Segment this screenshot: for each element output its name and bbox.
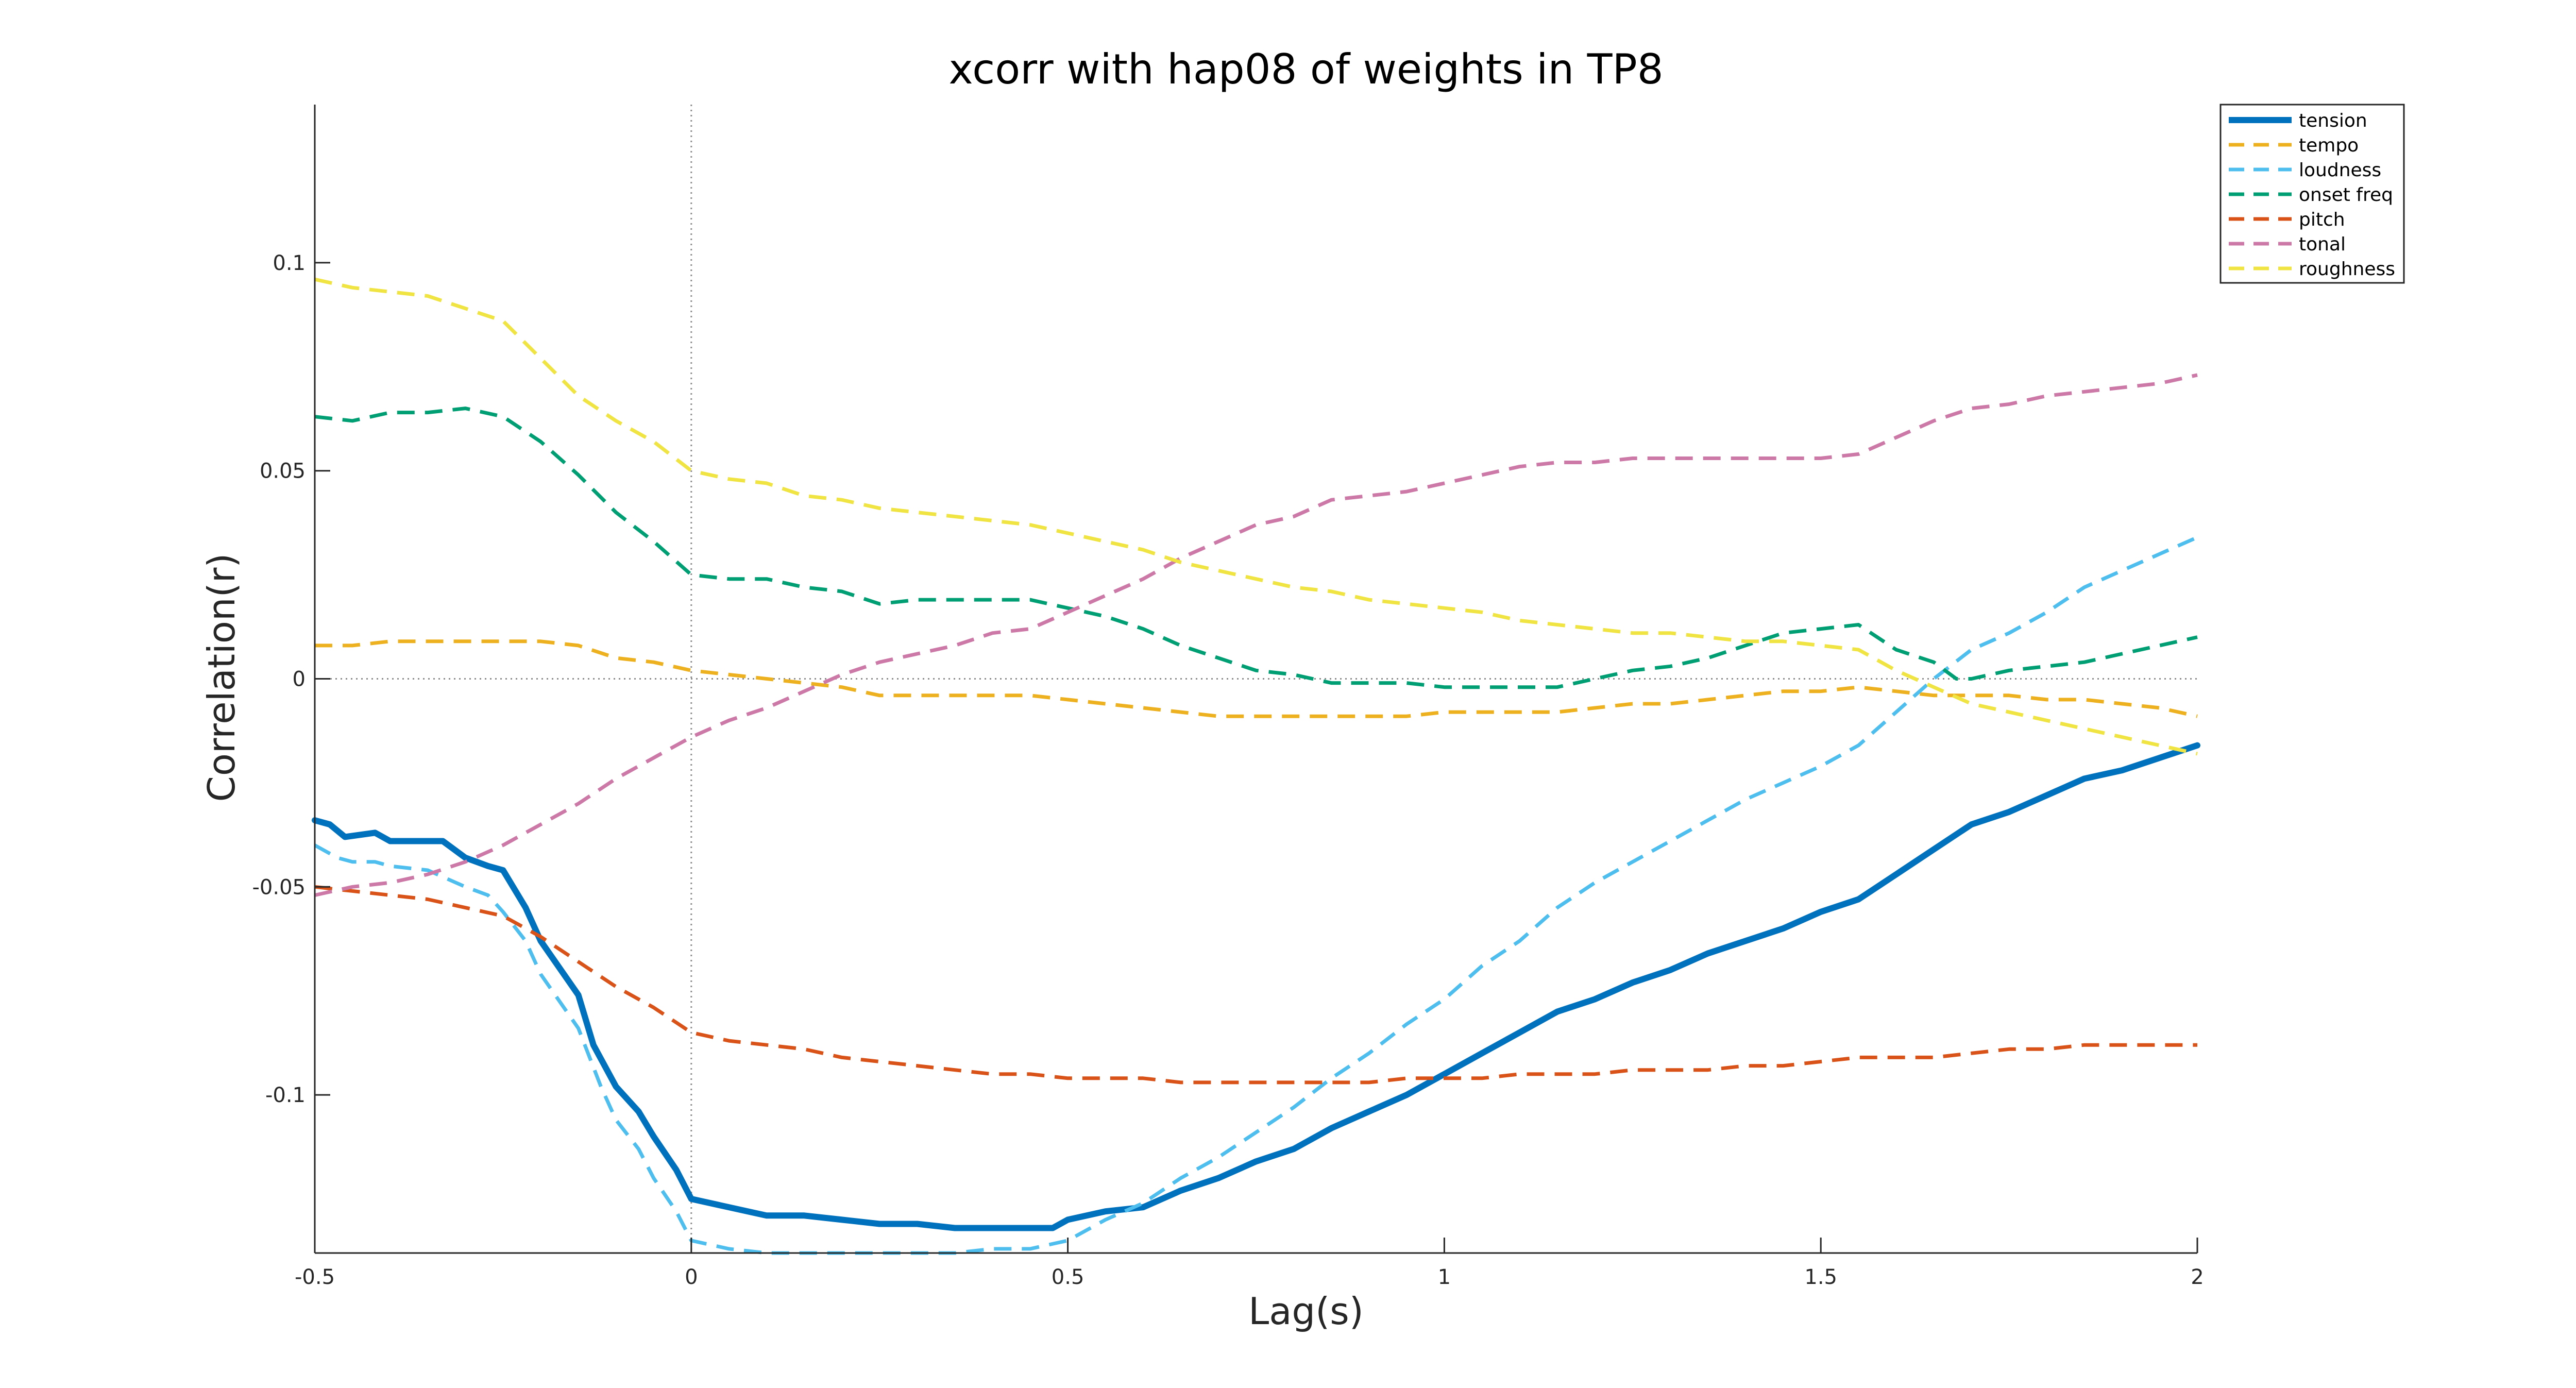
y-axis-label: Correlation(r): [200, 553, 243, 802]
x-tick-label: 1: [1438, 1265, 1451, 1289]
series-line-tension: [312, 742, 2200, 1231]
x-axis-label: Lag(s): [1248, 1290, 1364, 1333]
legend-label-loudness: loudness: [2299, 160, 2381, 181]
x-tick-label: 0: [685, 1265, 698, 1289]
axes: -0.5 0 0.5 1 1.5 2 0.1 0.05 0 -0.05 -0.1: [252, 105, 2204, 1289]
x-tick-label: 1.5: [1804, 1265, 1837, 1289]
series-line-loudness: [314, 535, 2198, 1255]
y-tick-label: -0.05: [252, 875, 306, 899]
plot-area: -0.5 0 0.5 1 1.5 2 0.1 0.05 0 -0.05 -0.1: [252, 105, 2204, 1289]
series-line-tempo: [315, 639, 2198, 718]
legend-label-tempo: tempo: [2299, 135, 2359, 156]
y-tick-label: -0.1: [265, 1084, 306, 1107]
legend: tension tempo loudness onset freq pitch tonal…: [2219, 104, 2405, 284]
series-line-onset-freq: [314, 407, 2198, 689]
legend-label-tension: tension: [2299, 110, 2367, 131]
series-line-tonal: [314, 373, 2198, 897]
legend-box: [2219, 104, 2405, 284]
legend-label-onset-freq: onset freq: [2299, 184, 2393, 206]
series-line-roughness: [314, 277, 2198, 756]
reference-lines: [315, 105, 2197, 1253]
y-tick-label: 0.05: [260, 460, 306, 483]
y-tick-label: 0.1: [273, 251, 306, 275]
x-tick-label: 2: [2191, 1265, 2204, 1289]
x-tick-label: -0.5: [295, 1265, 335, 1289]
chart-title: xcorr with hap08 of weights in TP8: [948, 45, 1663, 93]
legend-label-pitch: pitch: [2299, 209, 2345, 230]
series-lines: [312, 277, 2200, 1255]
legend-label-roughness: roughness: [2299, 259, 2395, 280]
legend-label-tonal: tonal: [2299, 234, 2346, 255]
series-line-pitch: [314, 885, 2197, 1085]
y-tick-label: 0: [293, 668, 306, 691]
x-tick-label: 0.5: [1052, 1265, 1084, 1289]
